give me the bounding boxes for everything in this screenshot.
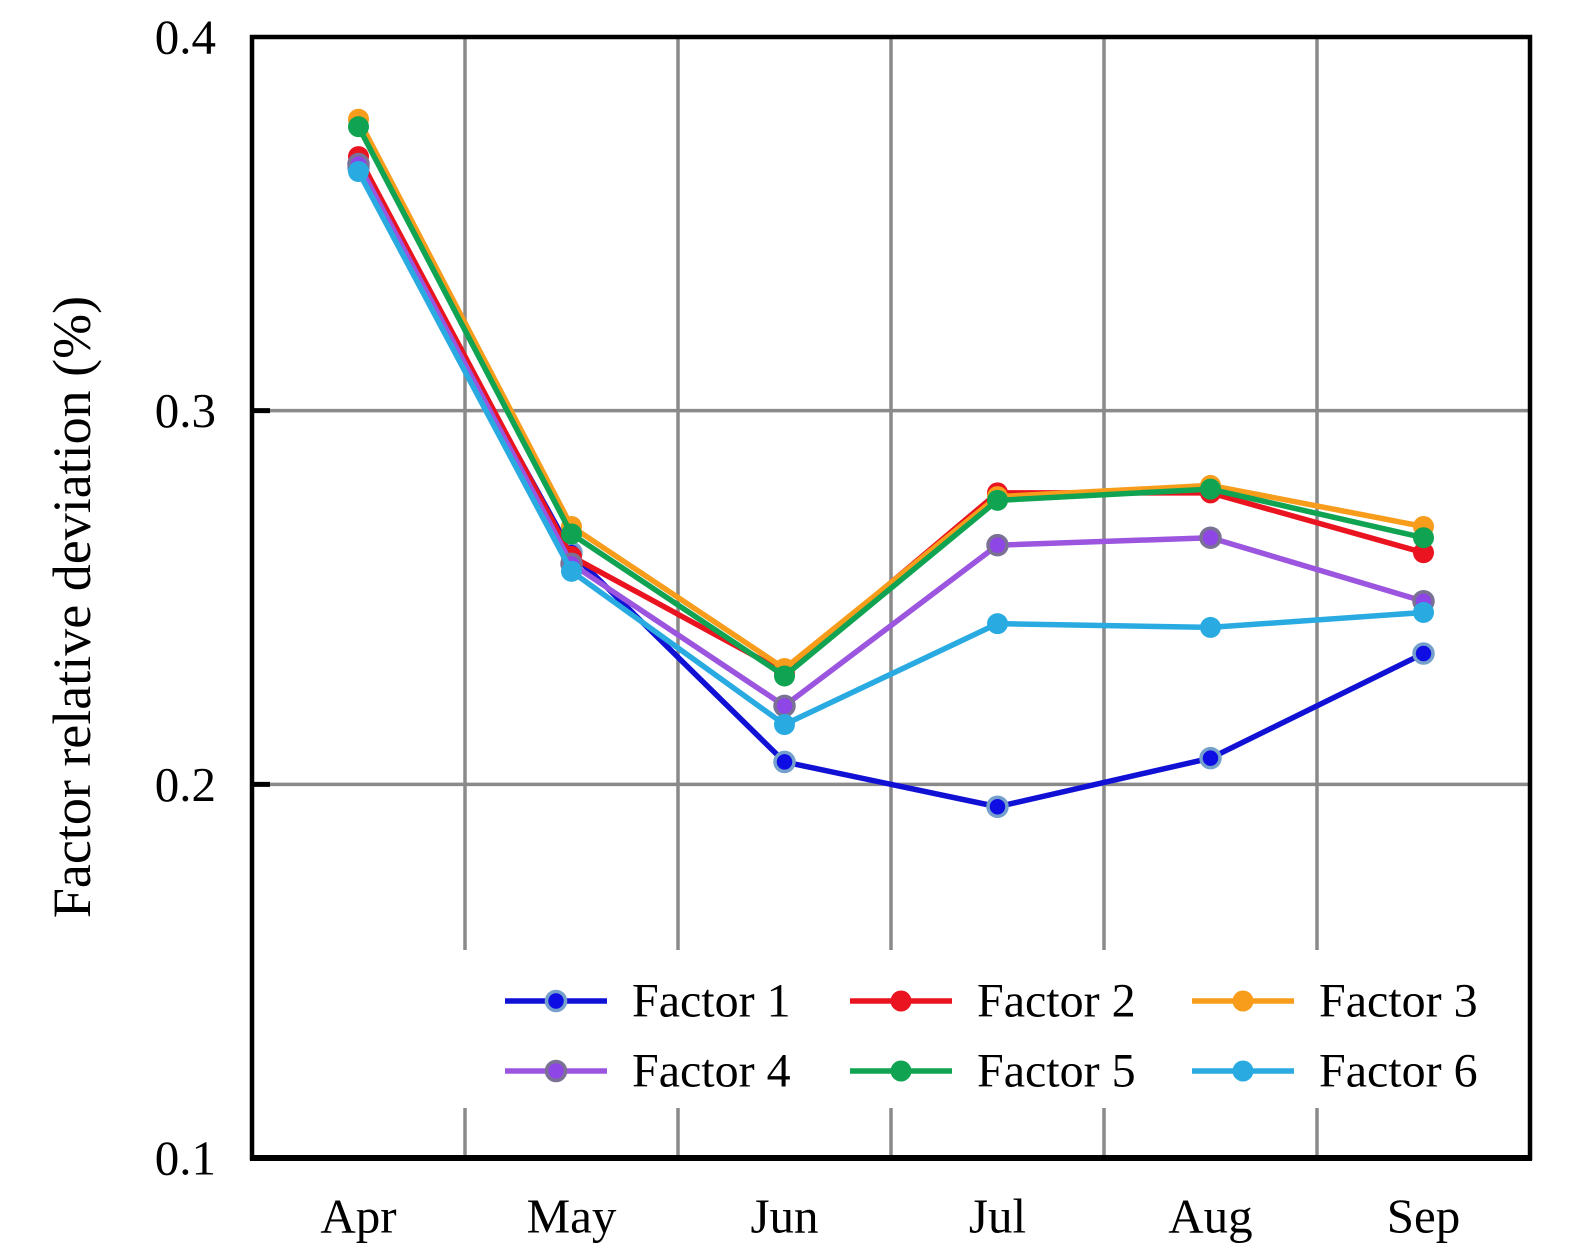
- legend-swatch-marker: [544, 989, 568, 1013]
- legend-swatch-marker: [890, 990, 912, 1012]
- legend-item: Factor 3: [1192, 975, 1478, 1028]
- data-point-marker: [561, 560, 582, 582]
- data-point-marker: [1413, 542, 1434, 564]
- data-point-marker: [1412, 642, 1435, 665]
- data-point-marker: [774, 714, 795, 736]
- y-tick-label: 0.2: [155, 757, 216, 812]
- legend-item-label: Factor 4: [632, 1045, 791, 1098]
- x-tick-label: Apr: [320, 1189, 396, 1244]
- legend-item-label: Factor 2: [977, 975, 1136, 1028]
- series-line: [355, 168, 1427, 728]
- series-line: [355, 116, 1427, 672]
- legend-swatch-marker: [1232, 990, 1254, 1012]
- legend-item: Factor 4: [505, 1045, 791, 1098]
- x-tick-label: Sep: [1387, 1189, 1461, 1244]
- legend-swatch-marker: [890, 1060, 912, 1082]
- data-point-marker: [1413, 601, 1434, 623]
- data-point-marker: [986, 795, 1009, 819]
- legend-item: Factor 2: [850, 975, 1136, 1028]
- data-point-marker: [773, 750, 796, 774]
- data-point-marker: [1413, 527, 1434, 549]
- x-axis-tick-labels: Apr May Jun Jul Aug Sep: [320, 1189, 1460, 1244]
- legend-item: Factor 5: [850, 1045, 1136, 1098]
- legend-item-label: Factor 3: [1319, 975, 1478, 1028]
- data-series: [347, 108, 1435, 819]
- data-point-marker: [987, 613, 1008, 635]
- legend-item: Factor 1: [505, 975, 791, 1028]
- series-line: [355, 161, 1427, 709]
- legend-background: [455, 950, 1547, 1108]
- series-line: [355, 123, 1427, 679]
- data-point-marker: [348, 161, 369, 183]
- legend-item-label: Factor 5: [977, 1045, 1136, 1098]
- data-point-marker: [987, 489, 1008, 511]
- legend-swatch-marker: [1232, 1060, 1254, 1082]
- data-point-marker: [1200, 616, 1221, 638]
- y-tick-label: 0.3: [155, 383, 216, 438]
- data-point-marker: [986, 533, 1009, 557]
- data-point-marker: [1199, 526, 1222, 549]
- y-axis-tick-labels: 0.1 0.2 0.3 0.4: [155, 10, 216, 1186]
- series-factor-5: [348, 116, 1434, 687]
- legend-item-label: Factor 6: [1319, 1045, 1478, 1098]
- legend-item-label: Factor 1: [632, 975, 791, 1028]
- x-tick-label: Jun: [750, 1189, 818, 1244]
- y-axis-title: Factor relative deviation (%): [42, 296, 102, 918]
- data-point-marker: [1200, 478, 1221, 500]
- y-tick-label: 0.1: [155, 1131, 216, 1186]
- legend-swatch-marker: [544, 1059, 568, 1083]
- y-tick-label: 0.4: [155, 10, 216, 65]
- data-point-marker: [1199, 746, 1222, 770]
- x-tick-label: Jul: [969, 1189, 1026, 1244]
- legend: Factor 1 Factor 2 Factor 3 Factor 4 Factor 5…: [455, 950, 1547, 1108]
- series-factor-6: [348, 161, 1434, 736]
- x-tick-label: Aug: [1168, 1189, 1252, 1244]
- data-point-marker: [773, 694, 796, 718]
- plot-border: [249, 34, 1533, 1161]
- data-point-marker: [348, 116, 369, 138]
- legend-item: Factor 6: [1192, 1045, 1478, 1098]
- x-tick-label: May: [527, 1189, 617, 1244]
- data-point-marker: [774, 665, 795, 687]
- data-point-marker: [561, 523, 582, 545]
